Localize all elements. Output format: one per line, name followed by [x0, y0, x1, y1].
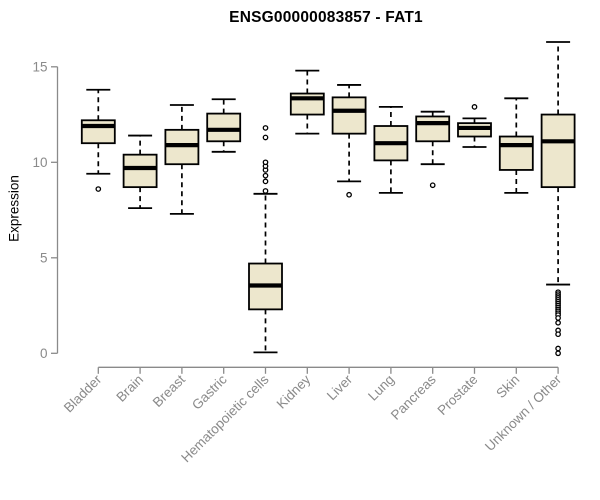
- outlier-point: [95, 186, 102, 192]
- y-tick-label: 15: [32, 59, 47, 74]
- x-category-label: Bladder: [61, 371, 105, 415]
- x-category-label: Unknown / Other: [482, 371, 565, 454]
- boxplot-breast: [164, 104, 200, 215]
- x-category-label: Prostate: [434, 372, 480, 418]
- y-tick-label: 5: [40, 250, 48, 265]
- boxplot-gastric: [206, 98, 242, 153]
- outlier-point: [262, 178, 269, 185]
- y-tick-label: 10: [32, 155, 47, 170]
- outlier-point: [262, 172, 269, 179]
- iqr-box: [540, 113, 576, 189]
- outlier-point: [262, 125, 269, 131]
- boxplot-lung: [373, 106, 409, 194]
- iqr-box: [80, 119, 116, 145]
- outlier-point: [555, 350, 561, 357]
- outlier-point: [429, 182, 436, 189]
- boxplot-skin: [498, 97, 534, 194]
- outlier-point: [555, 345, 561, 352]
- x-category-label: Skin: [493, 372, 522, 401]
- x-category-label: Breast: [150, 372, 188, 410]
- boxplot-brain: [122, 134, 158, 210]
- boxplot-prostate: [457, 104, 492, 148]
- outlier-point: [262, 159, 269, 166]
- outlier-point: [262, 188, 269, 194]
- x-category-label: Gastric: [189, 372, 230, 413]
- x-category-label: Pancreas: [388, 372, 439, 423]
- boxplot-bladder: [80, 88, 116, 192]
- outlier-point: [471, 104, 478, 110]
- boxplot-unknown-other: [540, 41, 576, 357]
- outlier-point: [262, 134, 269, 141]
- iqr-box: [206, 112, 242, 143]
- iqr-box: [331, 96, 367, 135]
- boxplot-pancreas: [415, 110, 451, 189]
- iqr-box: [498, 135, 534, 171]
- x-category-label: Brain: [113, 372, 146, 405]
- boxplot-liver: [331, 84, 367, 198]
- outlier-point: [555, 319, 561, 326]
- x-category-label: Liver: [324, 371, 356, 403]
- iqr-box: [415, 115, 451, 143]
- x-category-label: Lung: [365, 372, 397, 404]
- boxplot-kidney: [289, 69, 325, 135]
- y-tick-label: 0: [40, 346, 48, 361]
- boxplot-hematopoietic-cells: [248, 125, 283, 354]
- x-category-label: Kidney: [274, 372, 314, 412]
- outlier-point: [346, 191, 352, 198]
- chart-title: ENSG00000083857 - FAT1: [229, 9, 423, 26]
- iqr-box: [122, 153, 158, 189]
- outlier-point: [555, 315, 561, 321]
- outlier-point: [555, 331, 561, 338]
